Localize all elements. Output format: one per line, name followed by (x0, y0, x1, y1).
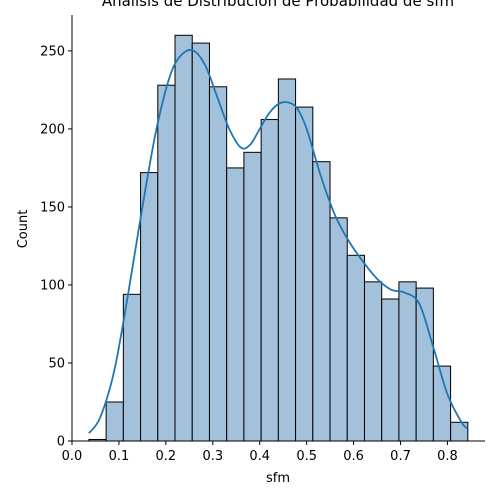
histogram-bar (277, 78, 297, 442)
histogram-bar (346, 254, 365, 442)
x-tick-label: 0.2 (156, 449, 177, 464)
y-tick-label: 250 (40, 44, 65, 59)
histogram-bar (191, 42, 210, 442)
y-tick-label: 150 (40, 200, 65, 215)
histogram-bar (174, 34, 193, 442)
y-tick-label: 200 (40, 122, 65, 137)
x-tick-label: 0.8 (437, 449, 458, 464)
x-tick-label: 0.1 (109, 449, 130, 464)
x-axis-label: sfm (266, 471, 290, 486)
kde-curve (88, 49, 469, 434)
histogram-bar (157, 84, 176, 442)
y-tick-label: 0 (57, 435, 65, 450)
histogram-bar (105, 401, 124, 442)
histogram-bar (295, 106, 314, 442)
y-axis-label: Count (16, 210, 31, 249)
histogram-bar (122, 293, 142, 442)
histogram-bar (208, 86, 228, 442)
histogram-bar (140, 172, 159, 442)
histogram-bar (260, 119, 279, 442)
y-tick-label: 100 (40, 278, 65, 293)
x-tick-label: 0.3 (202, 449, 223, 464)
x-tick-label: 0.5 (296, 449, 317, 464)
y-ticks-group: 0 50 100 150 200 250 (40, 44, 72, 450)
chart-title: Análisis de Distribución de Probabilidad… (102, 0, 454, 10)
histogram-bar (450, 421, 469, 442)
histogram-bar (363, 281, 383, 442)
histogram-bar (312, 161, 331, 442)
bars-group (88, 34, 469, 442)
histogram-bar (226, 167, 245, 442)
histogram-bar (243, 151, 262, 442)
x-tick-label: 0.6 (343, 449, 364, 464)
x-tick-label: 0.0 (62, 449, 83, 464)
histogram-bar (329, 217, 348, 442)
histogram-bar (398, 281, 417, 442)
x-ticks-group: 0.0 0.1 0.2 0.3 0.4 0.5 0.6 0.7 0.8 (62, 441, 458, 464)
histogram-bar (381, 298, 400, 442)
histogram-bar (415, 287, 434, 442)
x-tick-label: 0.7 (390, 449, 411, 464)
x-tick-label: 0.4 (249, 449, 270, 464)
y-tick-label: 50 (48, 356, 65, 371)
